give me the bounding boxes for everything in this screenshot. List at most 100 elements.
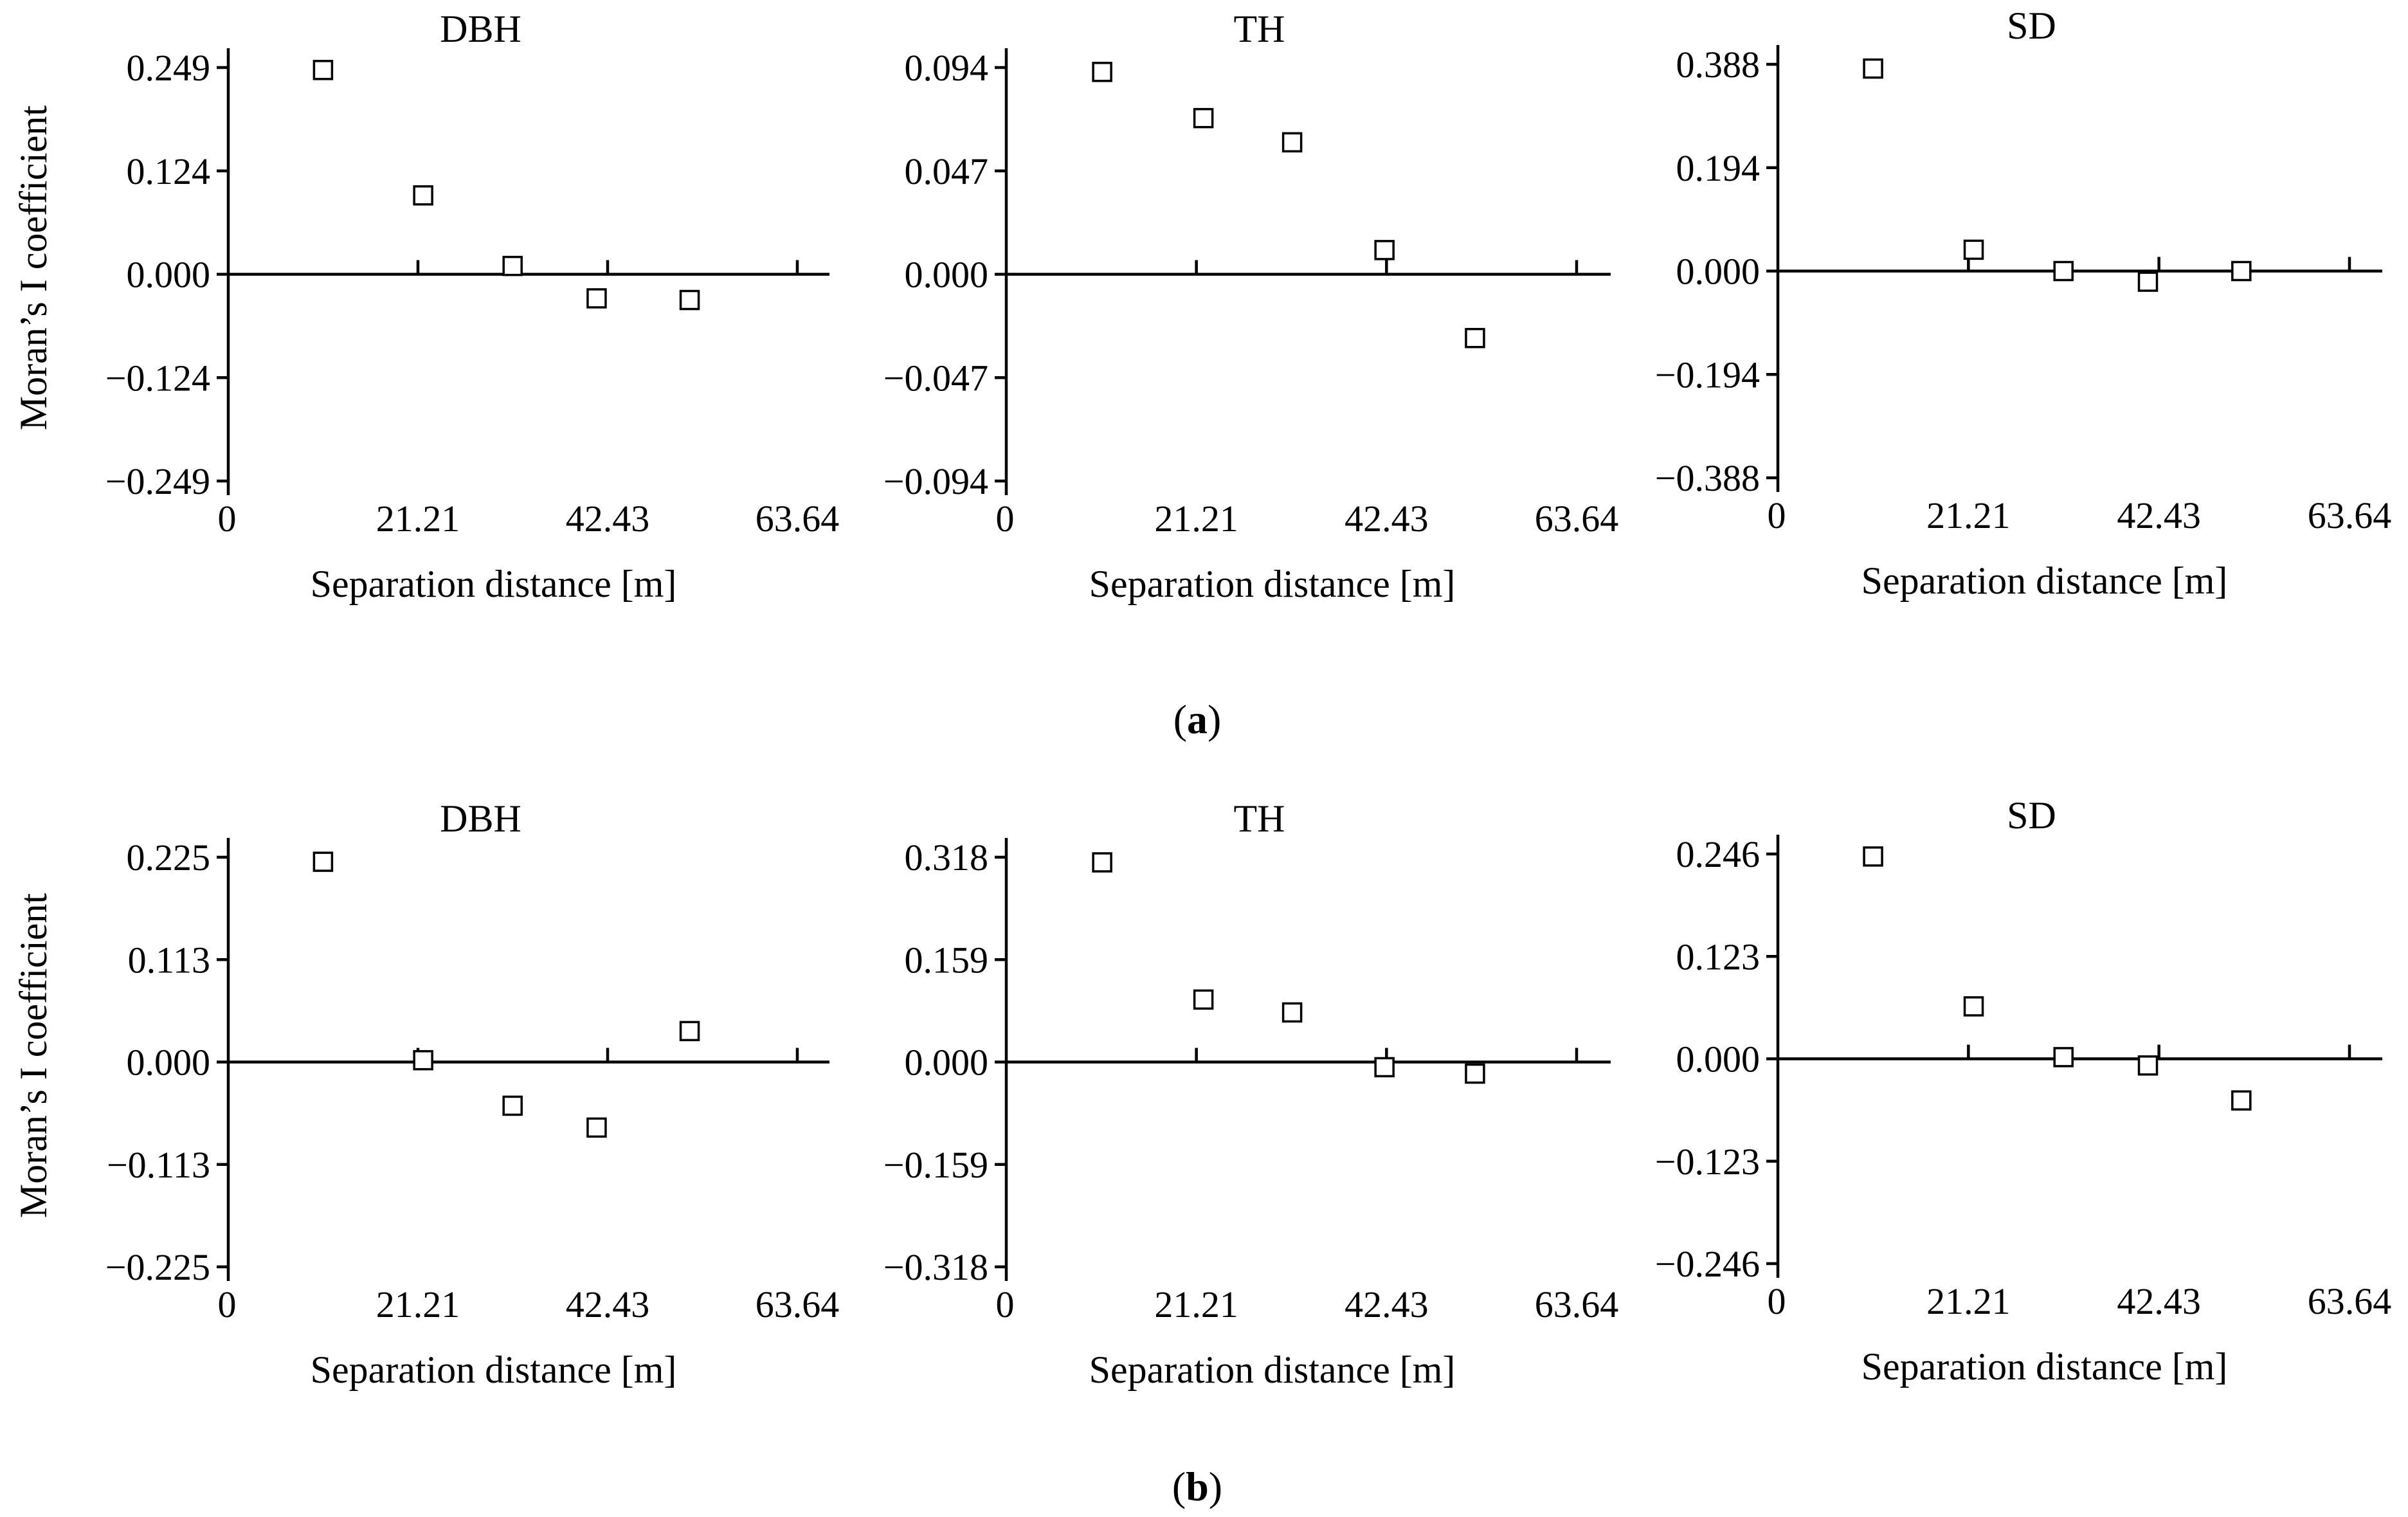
data-point (1465, 327, 1485, 349)
x-tick-label: 63.64 (2308, 1280, 2392, 1322)
x-tick-label: 63.64 (2308, 495, 2392, 536)
data-point (502, 1095, 523, 1116)
panel-title: SD (2007, 794, 2056, 837)
x-tick-label: 0 (218, 498, 237, 540)
panel-title: SD (2007, 5, 2056, 47)
data-point (2137, 271, 2159, 292)
x-tick-label: 21.21 (376, 1284, 460, 1325)
y-tick-label: 0.124 (127, 150, 211, 192)
y-tick-label: −0.113 (107, 1144, 210, 1186)
row-label-b: (b) (1172, 1464, 1222, 1509)
data-point (679, 289, 700, 311)
data-point (586, 288, 607, 309)
y-tick-label: −0.123 (1655, 1141, 1760, 1183)
data-point (1193, 107, 1214, 129)
y-tick-label: 0.318 (905, 837, 989, 878)
panel-title: DBH (440, 8, 521, 50)
panel-title: DBH (440, 797, 521, 840)
row-label-a: (a) (1173, 696, 1222, 742)
y-tick-label: −0.246 (1655, 1243, 1760, 1285)
y-tick-label: 0.194 (1676, 147, 1761, 189)
data-point (2053, 1047, 2074, 1067)
data-point (1281, 1002, 1303, 1023)
data-point (1863, 846, 1883, 867)
x-tick-label: 21.21 (1926, 495, 2011, 536)
x-tick-label: 21.21 (1154, 498, 1238, 540)
data-point (1863, 58, 1883, 79)
data-point (1963, 996, 1984, 1017)
x-tick-label: 42.43 (1344, 1284, 1429, 1325)
y-tick-label: −0.388 (1655, 457, 1760, 499)
x-tick-label: 63.64 (756, 498, 840, 540)
data-point (679, 1021, 700, 1042)
data-point (1374, 1057, 1395, 1078)
x-axis-label: Separation distance [m] (311, 563, 677, 605)
data-point (2137, 1055, 2159, 1076)
y-tick-label: 0.388 (1676, 44, 1761, 86)
y-tick-label: 0.047 (905, 150, 989, 192)
y-tick-label: 0.000 (127, 1042, 211, 1084)
y-tick-label: 0.225 (127, 837, 211, 878)
data-point (1963, 239, 1984, 260)
y-axis-label: Moran’s I coefficient (12, 893, 55, 1218)
y-tick-label: 0.094 (905, 47, 989, 89)
x-tick-label: 42.43 (566, 498, 650, 540)
x-tick-label: 63.64 (1535, 1284, 1619, 1325)
y-tick-label: 0.000 (905, 254, 989, 296)
data-point (413, 1049, 433, 1071)
x-tick-label: 42.43 (2117, 495, 2201, 536)
x-axis-label: Separation distance [m] (1089, 1349, 1456, 1391)
y-tick-label: −0.047 (883, 357, 988, 399)
data-point (1092, 852, 1112, 873)
x-tick-label: 21.21 (376, 498, 460, 540)
y-tick-label: −0.225 (105, 1246, 210, 1288)
data-point (502, 255, 523, 277)
x-tick-label: 21.21 (1154, 1284, 1238, 1325)
data-point (2231, 1090, 2252, 1111)
x-tick-label: 42.43 (2117, 1280, 2201, 1322)
x-tick-label: 0 (218, 1284, 237, 1325)
data-point (2053, 260, 2074, 282)
x-tick-label: 21.21 (1926, 1280, 2011, 1322)
y-tick-label: 0.000 (1676, 1039, 1761, 1080)
y-tick-label: 0.000 (1676, 251, 1761, 293)
y-tick-label: −0.159 (883, 1144, 988, 1186)
y-tick-label: −0.318 (883, 1246, 988, 1288)
y-tick-label: 0.113 (128, 939, 210, 981)
x-axis-label: Separation distance [m] (311, 1349, 677, 1391)
x-tick-label: 63.64 (756, 1284, 840, 1325)
x-tick-label: 63.64 (1535, 498, 1619, 540)
x-tick-label: 0 (996, 1284, 1015, 1325)
x-tick-label: 42.43 (566, 1284, 650, 1325)
x-tick-label: 0 (1768, 1280, 1786, 1322)
x-tick-label: 0 (1768, 495, 1786, 536)
data-point (586, 1117, 607, 1138)
data-point (2231, 260, 2252, 282)
y-tick-label: 0.123 (1676, 936, 1761, 977)
panel-title: TH (1234, 8, 1285, 50)
data-point (1281, 132, 1303, 153)
data-point (1193, 989, 1214, 1010)
x-axis-label: Separation distance [m] (1861, 1345, 2228, 1388)
y-tick-label: 0.000 (905, 1042, 989, 1084)
y-tick-label: 0.000 (127, 254, 211, 296)
data-point (1092, 62, 1112, 82)
data-point (312, 851, 334, 872)
panel-title: TH (1234, 797, 1285, 840)
x-axis-label: Separation distance [m] (1089, 563, 1456, 605)
y-tick-label: −0.249 (105, 460, 210, 502)
y-tick-label: 0.246 (1676, 833, 1761, 875)
data-point (1465, 1063, 1485, 1084)
y-tick-label: −0.094 (883, 460, 988, 502)
y-tick-label: −0.194 (1655, 354, 1760, 395)
x-axis-label: Separation distance [m] (1861, 559, 2228, 602)
y-tick-label: 0.159 (905, 939, 989, 981)
x-tick-label: 0 (996, 498, 1015, 540)
y-tick-label: −0.124 (105, 357, 210, 399)
